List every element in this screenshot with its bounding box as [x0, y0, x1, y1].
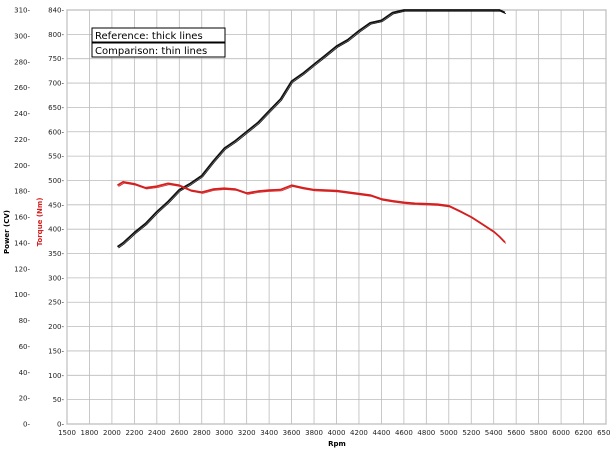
x-tick-label: 5400 — [485, 429, 503, 437]
power-tick-label: 140- — [14, 239, 30, 247]
x-tick-label: 4000 — [328, 429, 346, 437]
power-tick-label: 300- — [14, 32, 30, 40]
torque-tick-label: 750- — [48, 55, 64, 63]
x-tick-label: 4200 — [350, 429, 368, 437]
power-tick-labels: 0- 20- 40- 60- 80- 100- 120- 140- 160- 180- 200- 22… — [14, 7, 30, 429]
legend-label-reference: Reference: thick lines — [95, 31, 203, 42]
torque-tick-label: 200- — [48, 323, 64, 331]
power-tick-label: 20- — [19, 395, 31, 403]
power-tick-label: 240- — [14, 110, 30, 118]
x-tick-label: 2800 — [193, 429, 211, 437]
x-tick-label: 4800 — [417, 429, 435, 437]
power-tick-label: 260- — [14, 84, 30, 92]
x-tick-label: 3600 — [283, 429, 301, 437]
torque-tick-label: 500- — [48, 177, 64, 185]
power-comparison-line — [118, 10, 507, 249]
x-tick-label: 5000 — [440, 429, 458, 437]
torque-tick-label: 400- — [48, 226, 64, 234]
torque-tick-label: 100- — [48, 372, 64, 380]
series-lines — [116, 9, 507, 249]
power-tick-label: 310- — [14, 7, 30, 15]
x-tick-label: 5200 — [462, 429, 480, 437]
torque-comparison-line — [118, 182, 507, 244]
power-tick-label: 180- — [14, 188, 30, 196]
power-tick-label: 40- — [19, 369, 31, 377]
legend: Reference: thick lines Comparison: thin … — [91, 27, 226, 58]
torque-tick-label: 300- — [48, 274, 64, 282]
torque-axis-title: Torque (Nm) — [36, 198, 44, 247]
x-tick-label: 4400 — [373, 429, 391, 437]
torque-tick-label: 550- — [48, 153, 64, 161]
power-tick-label: 200- — [14, 162, 30, 170]
x-tick-label: 3000 — [215, 429, 233, 437]
x-tick-label: 6200 — [575, 429, 593, 437]
power-reference-line — [116, 9, 506, 248]
x-tick-label: 2200 — [125, 429, 143, 437]
x-tick-labels: 1500 1800 2000 2200 2400 2600 2800 3000 3200 3400… — [58, 429, 611, 437]
power-tick-label: 100- — [14, 291, 30, 299]
x-tick-label: 3400 — [260, 429, 278, 437]
torque-tick-label: 150- — [48, 347, 64, 355]
x-tick-label: 2600 — [170, 429, 188, 437]
torque-tick-label: 0- — [57, 421, 64, 429]
legend-label-comparison: Comparison: thin lines — [95, 46, 207, 57]
x-tick-label: 1800 — [81, 429, 99, 437]
power-tick-label: 280- — [14, 58, 30, 66]
x-tick-label: 6000 — [552, 429, 570, 437]
legend-item-comparison — [91, 42, 226, 58]
torque-tick-label: 450- — [48, 201, 64, 209]
torque-tick-label: 350- — [48, 250, 64, 258]
torque-tick-label: 840- — [48, 7, 64, 15]
x-tick-label: 3800 — [305, 429, 323, 437]
legend-item-reference — [91, 27, 226, 43]
torque-tick-labels: 0- 50- 100- 150- 200- 250- 300- 350- 400- 450- 500… — [48, 7, 64, 429]
x-tick-label: 5600 — [507, 429, 525, 437]
x-tick-label: 3200 — [238, 429, 256, 437]
torque-tick-label: 50- — [53, 396, 65, 404]
torque-tick-label: 800- — [48, 31, 64, 39]
power-tick-label: 80- — [19, 317, 31, 325]
power-tick-label: 160- — [14, 214, 30, 222]
torque-tick-label: 250- — [48, 299, 64, 307]
torque-tick-label: 700- — [48, 80, 64, 88]
power-tick-label: 60- — [19, 343, 31, 351]
x-tick-label: 2000 — [103, 429, 121, 437]
torque-reference-line — [117, 181, 506, 243]
x-tick-label: 1500 — [58, 429, 76, 437]
x-tick-label: 5800 — [530, 429, 548, 437]
torque-tick-label: 600- — [48, 128, 64, 136]
power-tick-label: 220- — [14, 136, 30, 144]
x-axis-title: Rpm — [328, 440, 346, 448]
x-tick-label: 2400 — [148, 429, 166, 437]
x-tick-label: 4600 — [395, 429, 413, 437]
power-tick-label: 0- — [23, 421, 30, 429]
power-axis-title: Power (CV) — [3, 210, 11, 254]
torque-tick-label: 650- — [48, 104, 64, 112]
power-tick-label: 120- — [14, 265, 30, 273]
